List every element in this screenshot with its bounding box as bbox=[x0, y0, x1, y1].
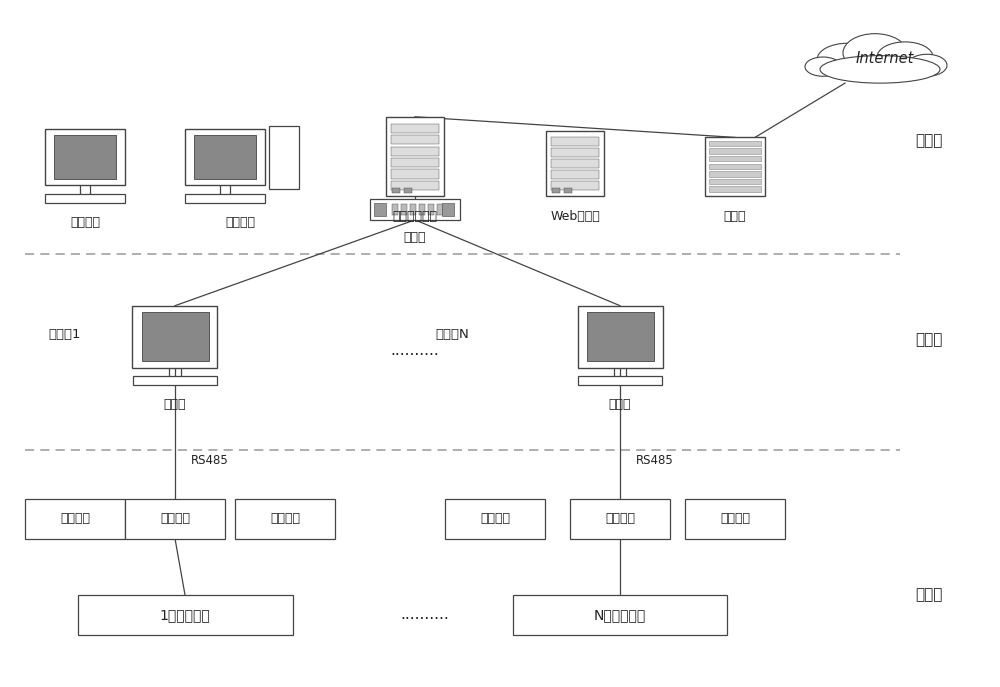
Text: ..........: .......... bbox=[401, 607, 449, 622]
FancyBboxPatch shape bbox=[551, 159, 599, 168]
FancyBboxPatch shape bbox=[709, 186, 761, 192]
FancyBboxPatch shape bbox=[391, 170, 439, 179]
FancyBboxPatch shape bbox=[551, 148, 599, 157]
Ellipse shape bbox=[820, 56, 940, 83]
FancyBboxPatch shape bbox=[551, 170, 599, 179]
Text: 工作站: 工作站 bbox=[609, 398, 631, 412]
FancyBboxPatch shape bbox=[45, 194, 125, 203]
Text: RS485: RS485 bbox=[636, 455, 674, 467]
FancyBboxPatch shape bbox=[709, 179, 761, 184]
FancyBboxPatch shape bbox=[45, 129, 125, 185]
FancyBboxPatch shape bbox=[551, 181, 599, 190]
FancyBboxPatch shape bbox=[54, 135, 116, 179]
FancyBboxPatch shape bbox=[133, 376, 217, 385]
FancyBboxPatch shape bbox=[269, 126, 299, 189]
FancyBboxPatch shape bbox=[586, 312, 654, 361]
FancyBboxPatch shape bbox=[551, 137, 599, 146]
FancyBboxPatch shape bbox=[709, 164, 761, 169]
FancyBboxPatch shape bbox=[442, 203, 454, 216]
Text: 现场节点: 现场节点 bbox=[60, 513, 90, 525]
FancyBboxPatch shape bbox=[410, 204, 416, 215]
Text: 工作站: 工作站 bbox=[164, 398, 186, 412]
FancyBboxPatch shape bbox=[391, 181, 439, 190]
Text: 现场节点: 现场节点 bbox=[605, 513, 635, 525]
FancyBboxPatch shape bbox=[142, 312, 208, 361]
FancyBboxPatch shape bbox=[132, 306, 217, 368]
Ellipse shape bbox=[843, 34, 907, 72]
Text: 站控层: 站控层 bbox=[915, 133, 942, 148]
Text: 现场节点: 现场节点 bbox=[160, 513, 190, 525]
Text: 数据库服务器: 数据库服务器 bbox=[392, 210, 438, 223]
FancyBboxPatch shape bbox=[78, 595, 292, 635]
Text: 交换机: 交换机 bbox=[404, 231, 426, 244]
FancyBboxPatch shape bbox=[709, 141, 761, 146]
FancyBboxPatch shape bbox=[401, 204, 407, 215]
FancyBboxPatch shape bbox=[578, 306, 662, 368]
FancyBboxPatch shape bbox=[709, 148, 761, 154]
FancyBboxPatch shape bbox=[386, 117, 444, 196]
Ellipse shape bbox=[907, 54, 947, 76]
FancyBboxPatch shape bbox=[404, 188, 412, 193]
Text: 监测层: 监测层 bbox=[915, 333, 942, 348]
Text: 过程层: 过程层 bbox=[915, 587, 942, 602]
FancyBboxPatch shape bbox=[194, 135, 256, 179]
Text: 现场节点: 现场节点 bbox=[720, 513, 750, 525]
FancyBboxPatch shape bbox=[685, 499, 785, 539]
FancyBboxPatch shape bbox=[392, 188, 400, 193]
FancyBboxPatch shape bbox=[552, 188, 560, 193]
FancyBboxPatch shape bbox=[709, 171, 761, 177]
FancyBboxPatch shape bbox=[705, 137, 765, 196]
FancyBboxPatch shape bbox=[391, 158, 439, 168]
FancyBboxPatch shape bbox=[185, 129, 265, 185]
FancyBboxPatch shape bbox=[391, 124, 439, 133]
Text: Internet: Internet bbox=[856, 51, 914, 66]
Text: 监测站N: 监测站N bbox=[435, 328, 469, 341]
FancyBboxPatch shape bbox=[564, 188, 572, 193]
FancyBboxPatch shape bbox=[428, 204, 434, 215]
Text: ..........: .......... bbox=[391, 343, 439, 358]
FancyBboxPatch shape bbox=[125, 499, 225, 539]
Text: 工程师站: 工程师站 bbox=[225, 216, 255, 229]
Text: Web服务器: Web服务器 bbox=[550, 210, 600, 223]
FancyBboxPatch shape bbox=[391, 146, 439, 156]
Ellipse shape bbox=[817, 43, 877, 76]
FancyBboxPatch shape bbox=[392, 204, 398, 215]
Text: RS485: RS485 bbox=[191, 455, 229, 467]
FancyBboxPatch shape bbox=[570, 499, 670, 539]
Text: 操作员站: 操作员站 bbox=[70, 216, 100, 229]
FancyBboxPatch shape bbox=[709, 156, 761, 161]
FancyBboxPatch shape bbox=[437, 204, 443, 215]
Ellipse shape bbox=[805, 57, 841, 76]
Text: 现场节点: 现场节点 bbox=[480, 513, 510, 525]
FancyBboxPatch shape bbox=[374, 203, 386, 216]
Text: 1号水轮机组: 1号水轮机组 bbox=[160, 608, 210, 622]
FancyBboxPatch shape bbox=[419, 204, 425, 215]
FancyBboxPatch shape bbox=[445, 499, 545, 539]
Text: 监测站1: 监测站1 bbox=[48, 328, 80, 341]
FancyBboxPatch shape bbox=[546, 131, 604, 196]
FancyBboxPatch shape bbox=[185, 194, 265, 203]
Text: 防火墙: 防火墙 bbox=[724, 210, 746, 223]
FancyBboxPatch shape bbox=[578, 376, 662, 385]
FancyBboxPatch shape bbox=[235, 499, 335, 539]
Text: 现场节点: 现场节点 bbox=[270, 513, 300, 525]
FancyBboxPatch shape bbox=[25, 499, 125, 539]
FancyBboxPatch shape bbox=[370, 199, 460, 220]
FancyBboxPatch shape bbox=[512, 595, 727, 635]
FancyBboxPatch shape bbox=[391, 135, 439, 144]
Ellipse shape bbox=[877, 42, 933, 72]
Text: N号水轮机组: N号水轮机组 bbox=[594, 608, 646, 622]
